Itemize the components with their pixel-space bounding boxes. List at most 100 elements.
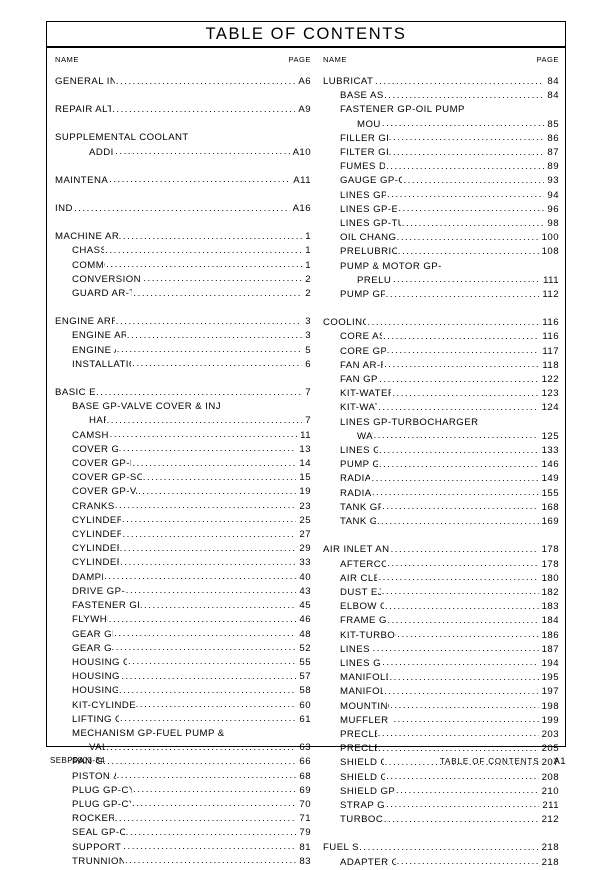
toc-entry[interactable]: FASTENER GP-FRONT HOUSING...............… [55,599,311,613]
toc-entry[interactable]: FUMES DISPOSAL GP.......................… [323,160,559,174]
toc-entry[interactable]: VALVE...................................… [55,741,311,755]
toc-entry[interactable]: COVER GP-VALVE MECHANISM................… [55,485,311,499]
toc-entry[interactable]: CYLINDER BLOCK AS.......................… [55,514,311,528]
toc-entry[interactable]: AIR INLET AND EXHAUST SYSTEM............… [323,543,559,557]
toc-entry[interactable]: KIT-TURBOCHARGER GASKET.................… [323,629,559,643]
toc-entry[interactable]: HARN....................................… [55,414,311,428]
toc-entry[interactable]: TANK GP-WATER...........................… [323,515,559,529]
toc-entry[interactable]: ELBOW GP-AIR INLET......................… [323,600,559,614]
toc-entry[interactable]: MANIFOLD GP-EXHAUST.....................… [323,671,559,685]
toc-entry[interactable]: SHIELD GP-EXHAUST.......................… [323,756,559,770]
toc-entry[interactable]: LINES GP-TURBOCHARGER OIL...............… [323,217,559,231]
toc-entry[interactable]: INDEX...................................… [55,202,311,216]
toc-entry[interactable]: KIT-WATER PUMP..........................… [323,401,559,415]
toc-entry[interactable]: CRANKSHAFT GP...........................… [55,500,311,514]
toc-entry[interactable]: PAN GP-OIL..............................… [55,755,311,769]
toc-entry[interactable]: MOUNTING................................… [323,118,559,132]
toc-entry[interactable]: KIT-WATER LINES GASKET..................… [323,387,559,401]
toc-entry[interactable]: WATER...................................… [323,430,559,444]
toc-entry[interactable]: PISTON & ROD GP.........................… [55,770,311,784]
toc-entry[interactable]: PLUG GP-CYLINDER BLOCK..................… [55,784,311,798]
toc-entry[interactable]: KIT-CYLINDER HEAD GASKET................… [55,699,311,713]
toc-entry[interactable]: GENERAL INFORMATION.....................… [55,75,311,89]
toc-entry[interactable]: RADIATOR AR.............................… [323,472,559,486]
toc-entry[interactable]: FLYWHEEL GP.............................… [55,613,311,627]
toc-entry[interactable]: CORE AS-RADIATOR........................… [323,330,559,344]
toc-entry[interactable]: MECHANISM GP-FUEL PUMP &................… [55,727,311,741]
toc-entry[interactable]: COVER GP-REAR HOUSING...................… [55,457,311,471]
toc-entry[interactable]: CYLINDER BLOCK GP.......................… [55,528,311,542]
toc-entry[interactable]: DAMPER GP...............................… [55,571,311,585]
toc-entry[interactable]: LINES GP-ENGINE OIL FILTER..............… [323,203,559,217]
toc-entry[interactable]: TURBOCHARGER GP.........................… [323,813,559,827]
toc-entry[interactable]: RADIATOR GP.............................… [323,487,559,501]
toc-entry[interactable]: GAUGE GP-OIL LEVEL (DIPSTICK)...........… [323,174,559,188]
toc-entry[interactable]: SHIELD GP-TURBOCHARGER..................… [323,785,559,799]
toc-entry[interactable]: AFTERCOOLER GP-AIR......................… [323,558,559,572]
toc-entry[interactable]: CHASSIS AR..............................… [55,244,311,258]
toc-entry[interactable]: FRAME GP-MOUNTING.......................… [323,614,559,628]
toc-entry[interactable]: CAMSHAFT GP.............................… [55,429,311,443]
toc-entry[interactable]: GEAR GP-FRONT...........................… [55,628,311,642]
toc-entry[interactable]: PRECLEANER GP...........................… [323,742,559,756]
toc-entry[interactable]: CYLINDER HEAD AS........................… [55,542,311,556]
toc-entry[interactable]: COOLING SYSTEM..........................… [323,316,559,330]
toc-entry[interactable]: OIL CHANGE GP-HIGH SPEED................… [323,231,559,245]
toc-entry[interactable]: SUPPORT GP-ENGINE.......................… [55,841,311,855]
toc-entry[interactable]: FUEL SYSTEM.............................… [323,841,559,855]
toc-entry[interactable]: BASIC ENGINE............................… [55,386,311,400]
toc-entry[interactable]: PUMP GP-WATER...........................… [323,458,559,472]
toc-entry[interactable]: INSTALLATION AR-ENGINE..................… [55,358,311,372]
toc-entry[interactable]: COVER GP-ENGINE.........................… [55,443,311,457]
toc-entry[interactable]: LINES GP-AIR............................… [323,643,559,657]
toc-entry[interactable]: ENGINE ARRANGEMENT......................… [55,315,311,329]
toc-entry[interactable]: PRELUBRICATION..........................… [323,274,559,288]
toc-entry[interactable]: DUST EJECTOR GP.........................… [323,586,559,600]
toc-entry[interactable]: MAINTENANCE PARTS.......................… [55,174,311,188]
toc-entry[interactable]: GEAR GP-REAR............................… [55,642,311,656]
toc-entry[interactable]: CORE GP-OIL COOLER......................… [323,345,559,359]
toc-entry[interactable]: PRECLEANER AR...........................… [323,728,559,742]
toc-entry[interactable]: HOUSING GP-FLYWHEEL.....................… [55,656,311,670]
toc-entry[interactable]: MUFFLER & MOUNTING GP...................… [323,714,559,728]
toc-entry[interactable]: GUARD AR-TRANSMISSION...................… [55,287,311,301]
toc-entry[interactable]: AIR CLEANER GP..........................… [323,572,559,586]
toc-entry[interactable]: SEAL GP-CRANKSHAFT......................… [55,826,311,840]
toc-entry[interactable]: FAN AR-REVERSIBLE.......................… [323,359,559,373]
toc-entry[interactable]: LINES GP-WATER..........................… [323,444,559,458]
toc-entry[interactable]: LIFTING GP-ENGINE.......................… [55,713,311,727]
toc-entry[interactable]: LINES GP-EXHAUST........................… [323,657,559,671]
toc-entry[interactable]: CYLINDER HEAD GP........................… [55,556,311,570]
toc-entry[interactable]: PUMP GP-ENGINE OIL......................… [323,288,559,302]
toc-entry[interactable]: PLUG GP-CYLINDER HEAD...................… [55,798,311,812]
toc-entry[interactable]: ADAPTER GP-FAST FILL FUEL...............… [323,856,559,870]
toc-entry[interactable]: LINES GP-TURBOCHARGER...................… [323,416,559,430]
toc-entry[interactable]: ENGINE AR-COMPLETE......................… [55,329,311,343]
toc-entry[interactable]: PUMP & MOTOR GP-........................… [323,260,559,274]
toc-entry[interactable]: PRELUBRICATION AR-ENGINE................… [323,245,559,259]
toc-entry[interactable]: SUPPLEMENTAL COOLANT....................… [55,131,311,145]
toc-entry[interactable]: HOUSING GP-FRONT........................… [55,670,311,684]
toc-entry[interactable]: ADDITIVES...............................… [55,146,311,160]
toc-entry[interactable]: BASE GP-VALVE COVER & INJ...............… [55,400,311,414]
toc-entry[interactable]: FASTENER GP-OIL PUMP....................… [323,103,559,117]
toc-entry[interactable]: CONVERSION AR-CERTIFICATION.............… [55,273,311,287]
toc-entry[interactable]: TRUNNION GP-ENGINE......................… [55,855,311,869]
toc-entry[interactable]: FILTER GP-ENGINE OIL....................… [323,146,559,160]
toc-entry[interactable]: LUBRICATION SYSTEM......................… [323,75,559,89]
toc-entry[interactable]: STRAP GP-MOUNTING.......................… [323,799,559,813]
toc-entry[interactable]: ROCKER ARM GP...........................… [55,812,311,826]
toc-entry[interactable]: FILLER GP-ENGINE OIL....................… [323,132,559,146]
toc-entry[interactable]: ENGINE AR-CORE..........................… [55,344,311,358]
toc-entry[interactable]: MOUNTING GP-MUFFLER.....................… [323,700,559,714]
toc-entry[interactable]: MANIFOLD GP-INLET.......................… [323,685,559,699]
toc-entry[interactable]: COVER GP-SOUND SUPPRESSION..............… [55,471,311,485]
toc-entry[interactable]: HOUSING GP-REAR.........................… [55,684,311,698]
toc-entry[interactable]: SHIELD GP-MANIFOLD......................… [323,771,559,785]
toc-entry[interactable]: COMMON AR...............................… [55,259,311,273]
toc-entry[interactable]: DRIVE GP-ACCESSORY......................… [55,585,311,599]
toc-entry[interactable]: BASE AS-OIL FILTER......................… [323,89,559,103]
toc-entry[interactable]: REPAIR ALTERNATIVES.....................… [55,103,311,117]
toc-entry[interactable]: LINES GP-ENGINE OIL.....................… [323,189,559,203]
toc-entry[interactable]: FAN GP-SUCTION..........................… [323,373,559,387]
